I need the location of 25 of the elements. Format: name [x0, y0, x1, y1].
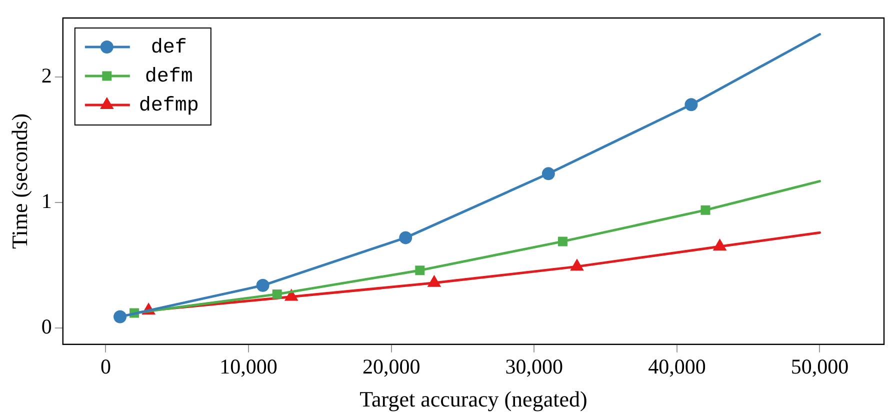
- legend-label: defm: [144, 65, 193, 88]
- point: [428, 275, 441, 287]
- x-tick-label: 0: [100, 354, 111, 379]
- point: [415, 266, 425, 276]
- point: [272, 289, 282, 299]
- point: [570, 259, 584, 271]
- point: [542, 167, 555, 180]
- point: [399, 231, 412, 244]
- point: [700, 205, 710, 215]
- x-tick-label: 30,000: [505, 354, 564, 379]
- y-tick-label: 0: [41, 314, 52, 339]
- y-tick-label: 2: [41, 64, 52, 88]
- y-tick-label: 1: [41, 189, 52, 214]
- x-tick-label: 50,000: [790, 354, 849, 379]
- point: [558, 236, 568, 246]
- legend-label: defmp: [138, 94, 199, 118]
- point: [256, 278, 270, 292]
- x-tick-label: 10,000: [220, 354, 278, 379]
- x-tick-label: 40,000: [648, 354, 706, 379]
- legend-label: def: [150, 36, 187, 60]
- point: [114, 310, 127, 324]
- x-tick-label: 20,000: [362, 354, 420, 379]
- y-axis-title: Time (seconds): [6, 113, 32, 249]
- point: [684, 98, 698, 112]
- x-axis-title: Target accuracy (negated): [360, 386, 588, 412]
